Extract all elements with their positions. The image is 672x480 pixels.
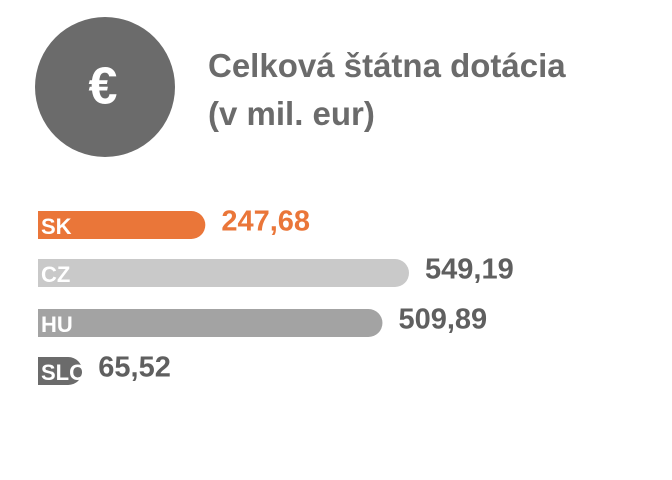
bar (38, 211, 206, 239)
value-label: 247,68 (221, 206, 310, 238)
bar (38, 357, 83, 385)
icon-label: € (89, 58, 118, 116)
value-label: 509,89 (398, 304, 487, 336)
chart-title: Celková štátna dotácia (v mil. eur) (208, 47, 566, 132)
icon-circle (35, 17, 175, 157)
value-label: 549,19 (425, 254, 514, 286)
bar (38, 259, 409, 287)
bar (38, 309, 383, 338)
category-label: SK (41, 214, 72, 239)
category-label: CZ (41, 262, 70, 287)
value-label: 65,52 (98, 352, 171, 384)
category-label: SLO (41, 360, 86, 385)
category-label: HU (41, 312, 73, 337)
